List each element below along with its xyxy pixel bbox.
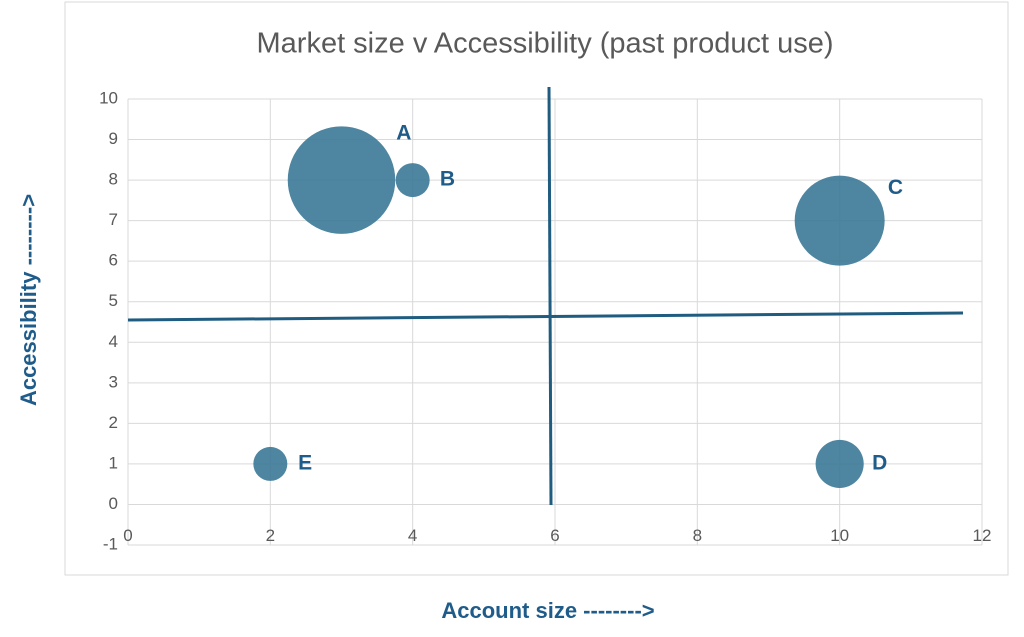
y-axis-title: Accessibility --------> [16,194,41,406]
x-tick-label: 2 [266,526,275,545]
quadrant-line [127,311,964,322]
y-tick-label: 5 [109,291,118,310]
bubble [815,439,864,488]
x-tick-label: 10 [830,526,849,545]
x-tick-label: 8 [693,526,702,545]
data-label: B [440,168,455,191]
data-label: E [298,451,312,474]
quadrant-line [547,86,553,506]
data-label: D [872,451,887,474]
x-tick-label: 6 [550,526,559,545]
x-tick-label: 4 [408,526,417,545]
y-tick-label: 7 [109,210,118,229]
chart-title: Market size v Accessibility (past produc… [257,28,834,60]
data-label: C [888,176,903,199]
bubble [253,446,288,481]
bubble [395,163,430,198]
y-tick-label: 2 [109,413,118,432]
y-tick-label: 0 [109,494,118,513]
bubble [287,126,396,234]
data-label: A [396,122,411,145]
y-tick-label: 6 [109,251,118,270]
y-tick-label: -1 [103,534,118,553]
y-tick-label: 10 [99,88,118,107]
y-tick-label: 8 [109,170,118,189]
x-axis-title: Account size --------> [441,598,654,623]
bubble [794,175,885,266]
bubbles [253,126,885,488]
y-tick-label: 4 [109,332,118,351]
y-tick-label: 9 [109,129,118,148]
x-tick-label: 12 [973,526,992,545]
chart-frame [64,1,1009,576]
x-tick-label: 0 [123,526,132,545]
y-tick-label: 1 [109,453,118,472]
y-tick-label: 3 [109,372,118,391]
